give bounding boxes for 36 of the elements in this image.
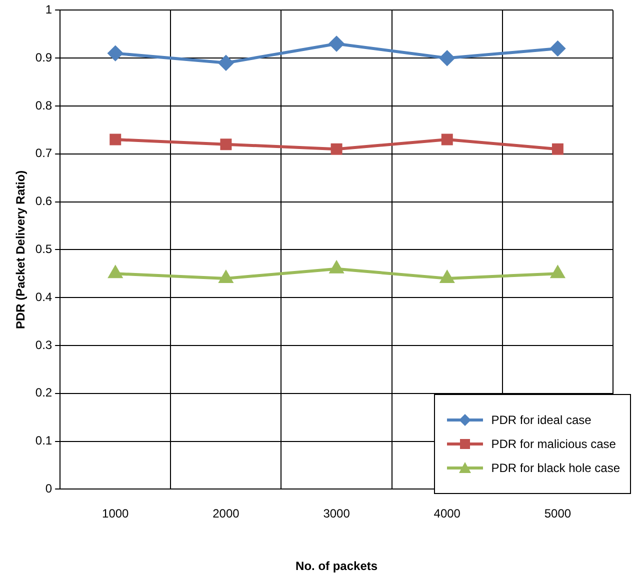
y-tick-label: 0.9	[35, 50, 52, 64]
y-tick-label: 0.4	[35, 290, 52, 304]
point	[441, 134, 453, 146]
point	[551, 266, 564, 278]
x-tick-label: 3000	[323, 506, 350, 521]
legend-label: PDR for black hole case	[491, 461, 620, 475]
point	[108, 46, 123, 61]
point	[218, 55, 234, 70]
point	[219, 270, 233, 283]
point	[330, 261, 344, 274]
point	[329, 36, 344, 52]
y-tick-label: 0.3	[35, 338, 52, 352]
y-tick-label: 0.2	[35, 386, 52, 400]
y-tick-label: 0.6	[35, 194, 52, 208]
point	[108, 266, 122, 278]
point	[550, 41, 566, 56]
point	[330, 143, 342, 155]
legend-label: PDR for ideal case	[491, 413, 592, 427]
y-tick-label: 0.5	[35, 242, 52, 256]
point	[440, 50, 455, 66]
x-axis-title: No. of packets	[296, 559, 378, 574]
point	[220, 138, 232, 150]
point	[440, 270, 454, 283]
point	[110, 134, 122, 146]
y-tick-label: 1	[45, 2, 52, 17]
x-tick-label: 1000	[102, 506, 130, 521]
legend-label: PDR for malicious case	[491, 437, 616, 451]
y-tick-label: 0.8	[35, 98, 52, 112]
x-tick-label: 2000	[212, 506, 240, 521]
y-tick-label: 0.1	[35, 434, 52, 448]
x-tick-label: 4000	[434, 506, 461, 521]
point	[552, 143, 564, 155]
y-axis-title: PDR (Packet Delivery Ratio)	[14, 170, 28, 330]
y-tick-label: 0.7	[35, 146, 52, 160]
y-tick-label: 0	[45, 482, 52, 496]
x-tick-label: 5000	[544, 506, 572, 521]
